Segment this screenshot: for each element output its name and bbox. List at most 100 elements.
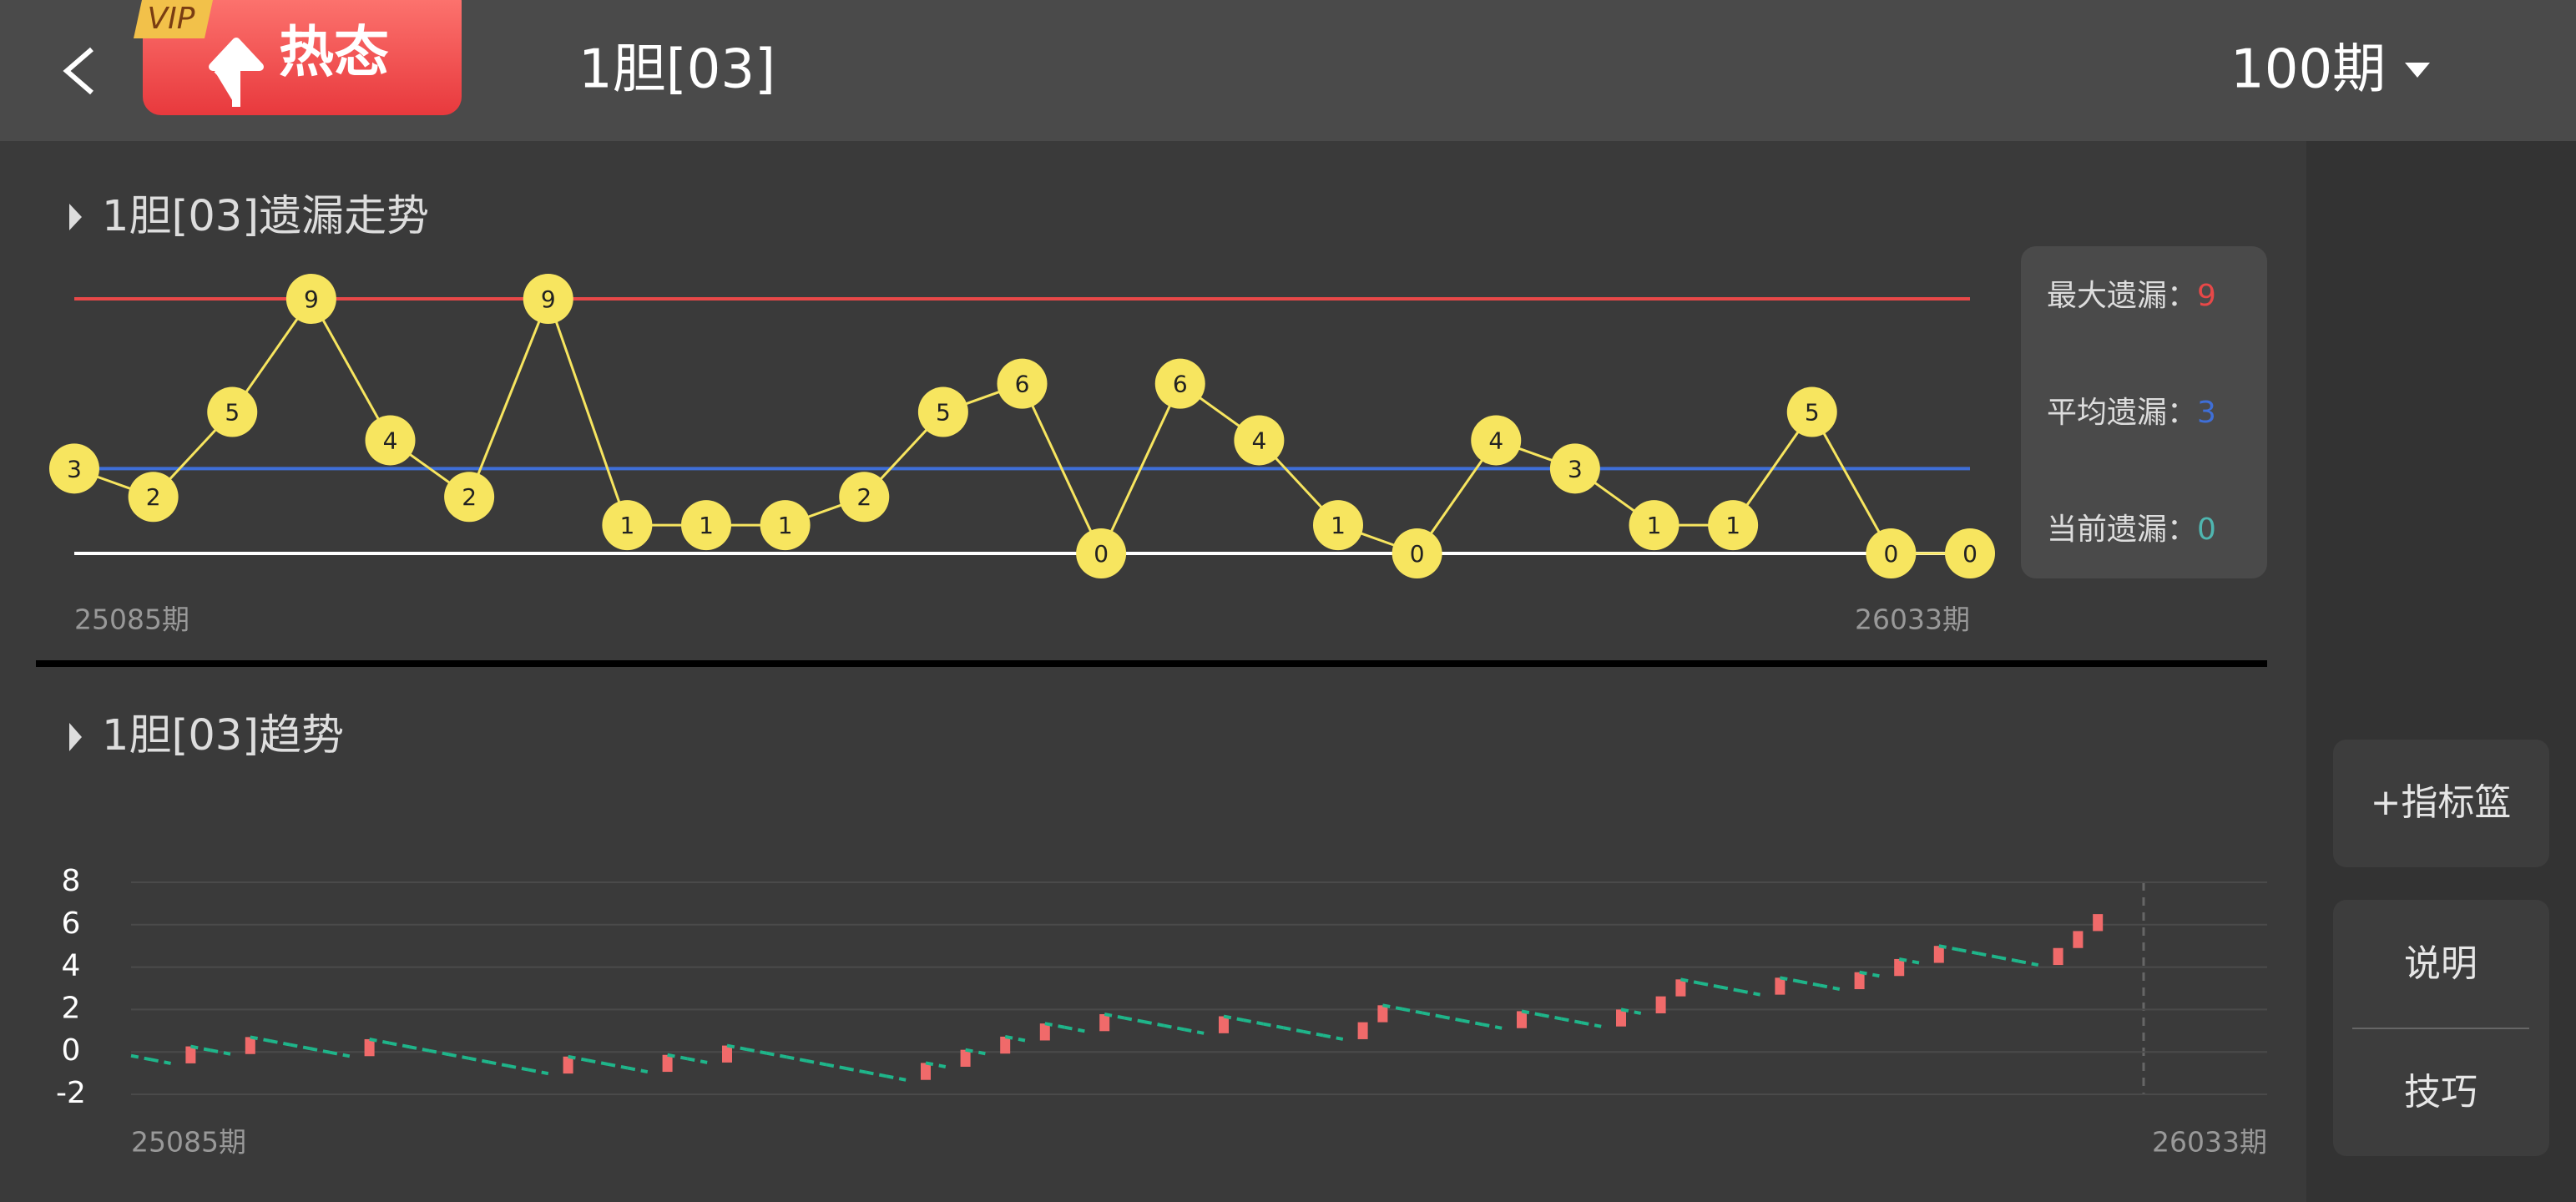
stat-value: 0	[2197, 513, 2216, 547]
stats-box	[2021, 246, 2267, 578]
basket-button[interactable]	[2333, 740, 2549, 867]
y-tick-label: 2	[62, 991, 81, 1025]
fall-segment	[210, 1048, 231, 1056]
back-button[interactable]	[63, 47, 93, 95]
point-label: 5	[1805, 399, 1820, 427]
rise-bar	[1099, 1013, 1110, 1032]
rise-bar	[1775, 977, 1786, 995]
fall-segment	[1541, 1013, 1562, 1021]
fall-segment	[1680, 977, 1701, 985]
point-label: 9	[304, 285, 319, 313]
fall-segment	[1322, 1033, 1344, 1041]
point-label: 1	[699, 512, 714, 539]
fall-segment	[270, 1039, 290, 1047]
fall-segment	[250, 1035, 270, 1043]
fall-segment	[1521, 1009, 1543, 1017]
fall-segment	[1184, 1028, 1205, 1035]
fall-segment	[627, 1066, 649, 1074]
point	[1708, 500, 1759, 551]
page-title: 1胆[03]	[578, 39, 775, 101]
point-label: 1	[778, 512, 793, 539]
fall-segment	[866, 1070, 886, 1078]
dropdown-icon[interactable]	[2405, 63, 2430, 78]
arrow-icon	[209, 38, 264, 107]
separator	[36, 660, 2267, 667]
point	[1392, 528, 1442, 578]
fall-segment	[448, 1053, 469, 1060]
point	[1549, 443, 1600, 494]
hot-button[interactable]	[143, 0, 462, 115]
fall-segment	[687, 1057, 708, 1064]
fall-segment	[965, 1048, 986, 1056]
stat-value: 9	[2197, 279, 2216, 313]
rise-bar	[364, 1038, 375, 1057]
stat-value: 3	[2197, 396, 2216, 430]
point	[1629, 500, 1679, 551]
y-tick-label: -2	[56, 1076, 86, 1110]
fall-segment	[290, 1043, 311, 1051]
fall-segment	[1978, 952, 1999, 959]
rise-bar	[563, 1056, 573, 1074]
y-tick-label: 6	[62, 907, 81, 941]
fall-segment	[1700, 981, 1721, 989]
rise-bar	[921, 1063, 931, 1080]
section-icon	[69, 723, 82, 751]
fall-segment	[1898, 957, 1920, 965]
stat-text: 最大遗漏：9	[2047, 279, 2216, 313]
point-label: 1	[619, 512, 634, 539]
fall-segment	[428, 1048, 450, 1057]
fall-segment	[667, 1053, 688, 1061]
point	[1076, 528, 1127, 578]
fall-segment	[1044, 1022, 1065, 1029]
point-label: 1	[1725, 512, 1740, 539]
period-selector[interactable]: 100期	[2230, 39, 2386, 101]
tips-button[interactable]: 技巧	[2404, 1071, 2478, 1114]
rise-bar	[722, 1045, 732, 1063]
x-label: 26033期	[1855, 604, 1970, 636]
point-label: 0	[1410, 540, 1425, 568]
point	[1471, 415, 1522, 466]
fall-segment	[1720, 985, 1741, 993]
fall-segment	[1482, 1023, 1503, 1030]
fall-segment	[1780, 976, 1801, 983]
point-label: 1	[1647, 512, 1662, 539]
fall-segment	[1958, 947, 1979, 956]
explain-button[interactable]: 说明	[2404, 942, 2478, 985]
fall-segment	[886, 1074, 907, 1082]
fall-segment	[1124, 1016, 1145, 1024]
point	[523, 274, 573, 324]
point	[760, 500, 811, 551]
point	[49, 443, 99, 494]
fall-segment	[130, 1053, 152, 1062]
point	[1866, 528, 1917, 578]
stat-label: 平均遗漏：	[2047, 396, 2197, 430]
fall-segment	[1243, 1018, 1264, 1026]
fall-segment	[786, 1055, 807, 1063]
fall-segment	[568, 1054, 588, 1063]
fall-segment	[1462, 1018, 1482, 1027]
fall-segment	[766, 1051, 787, 1059]
point	[207, 386, 258, 437]
fall-segment	[1104, 1013, 1125, 1020]
point	[444, 472, 495, 523]
x-label: 25085期	[131, 1126, 246, 1159]
point	[1945, 528, 1995, 578]
fall-segment	[1799, 979, 1821, 987]
fall-segment	[1581, 1021, 1602, 1028]
basket-label[interactable]: +指标篮	[2371, 781, 2512, 824]
fall-segment	[1004, 1034, 1026, 1043]
fall-segment	[150, 1058, 171, 1065]
fall-segment	[488, 1060, 509, 1068]
point-label: 5	[225, 399, 240, 427]
point	[602, 500, 653, 551]
fall-segment	[1064, 1025, 1085, 1033]
point	[681, 500, 731, 551]
section-title: 1胆[03]遗漏走势	[102, 192, 429, 241]
point	[1313, 500, 1363, 551]
section-icon	[69, 204, 82, 230]
fall-segment	[1422, 1011, 1443, 1019]
fall-segment	[329, 1050, 351, 1058]
rise-bar	[2093, 914, 2104, 932]
